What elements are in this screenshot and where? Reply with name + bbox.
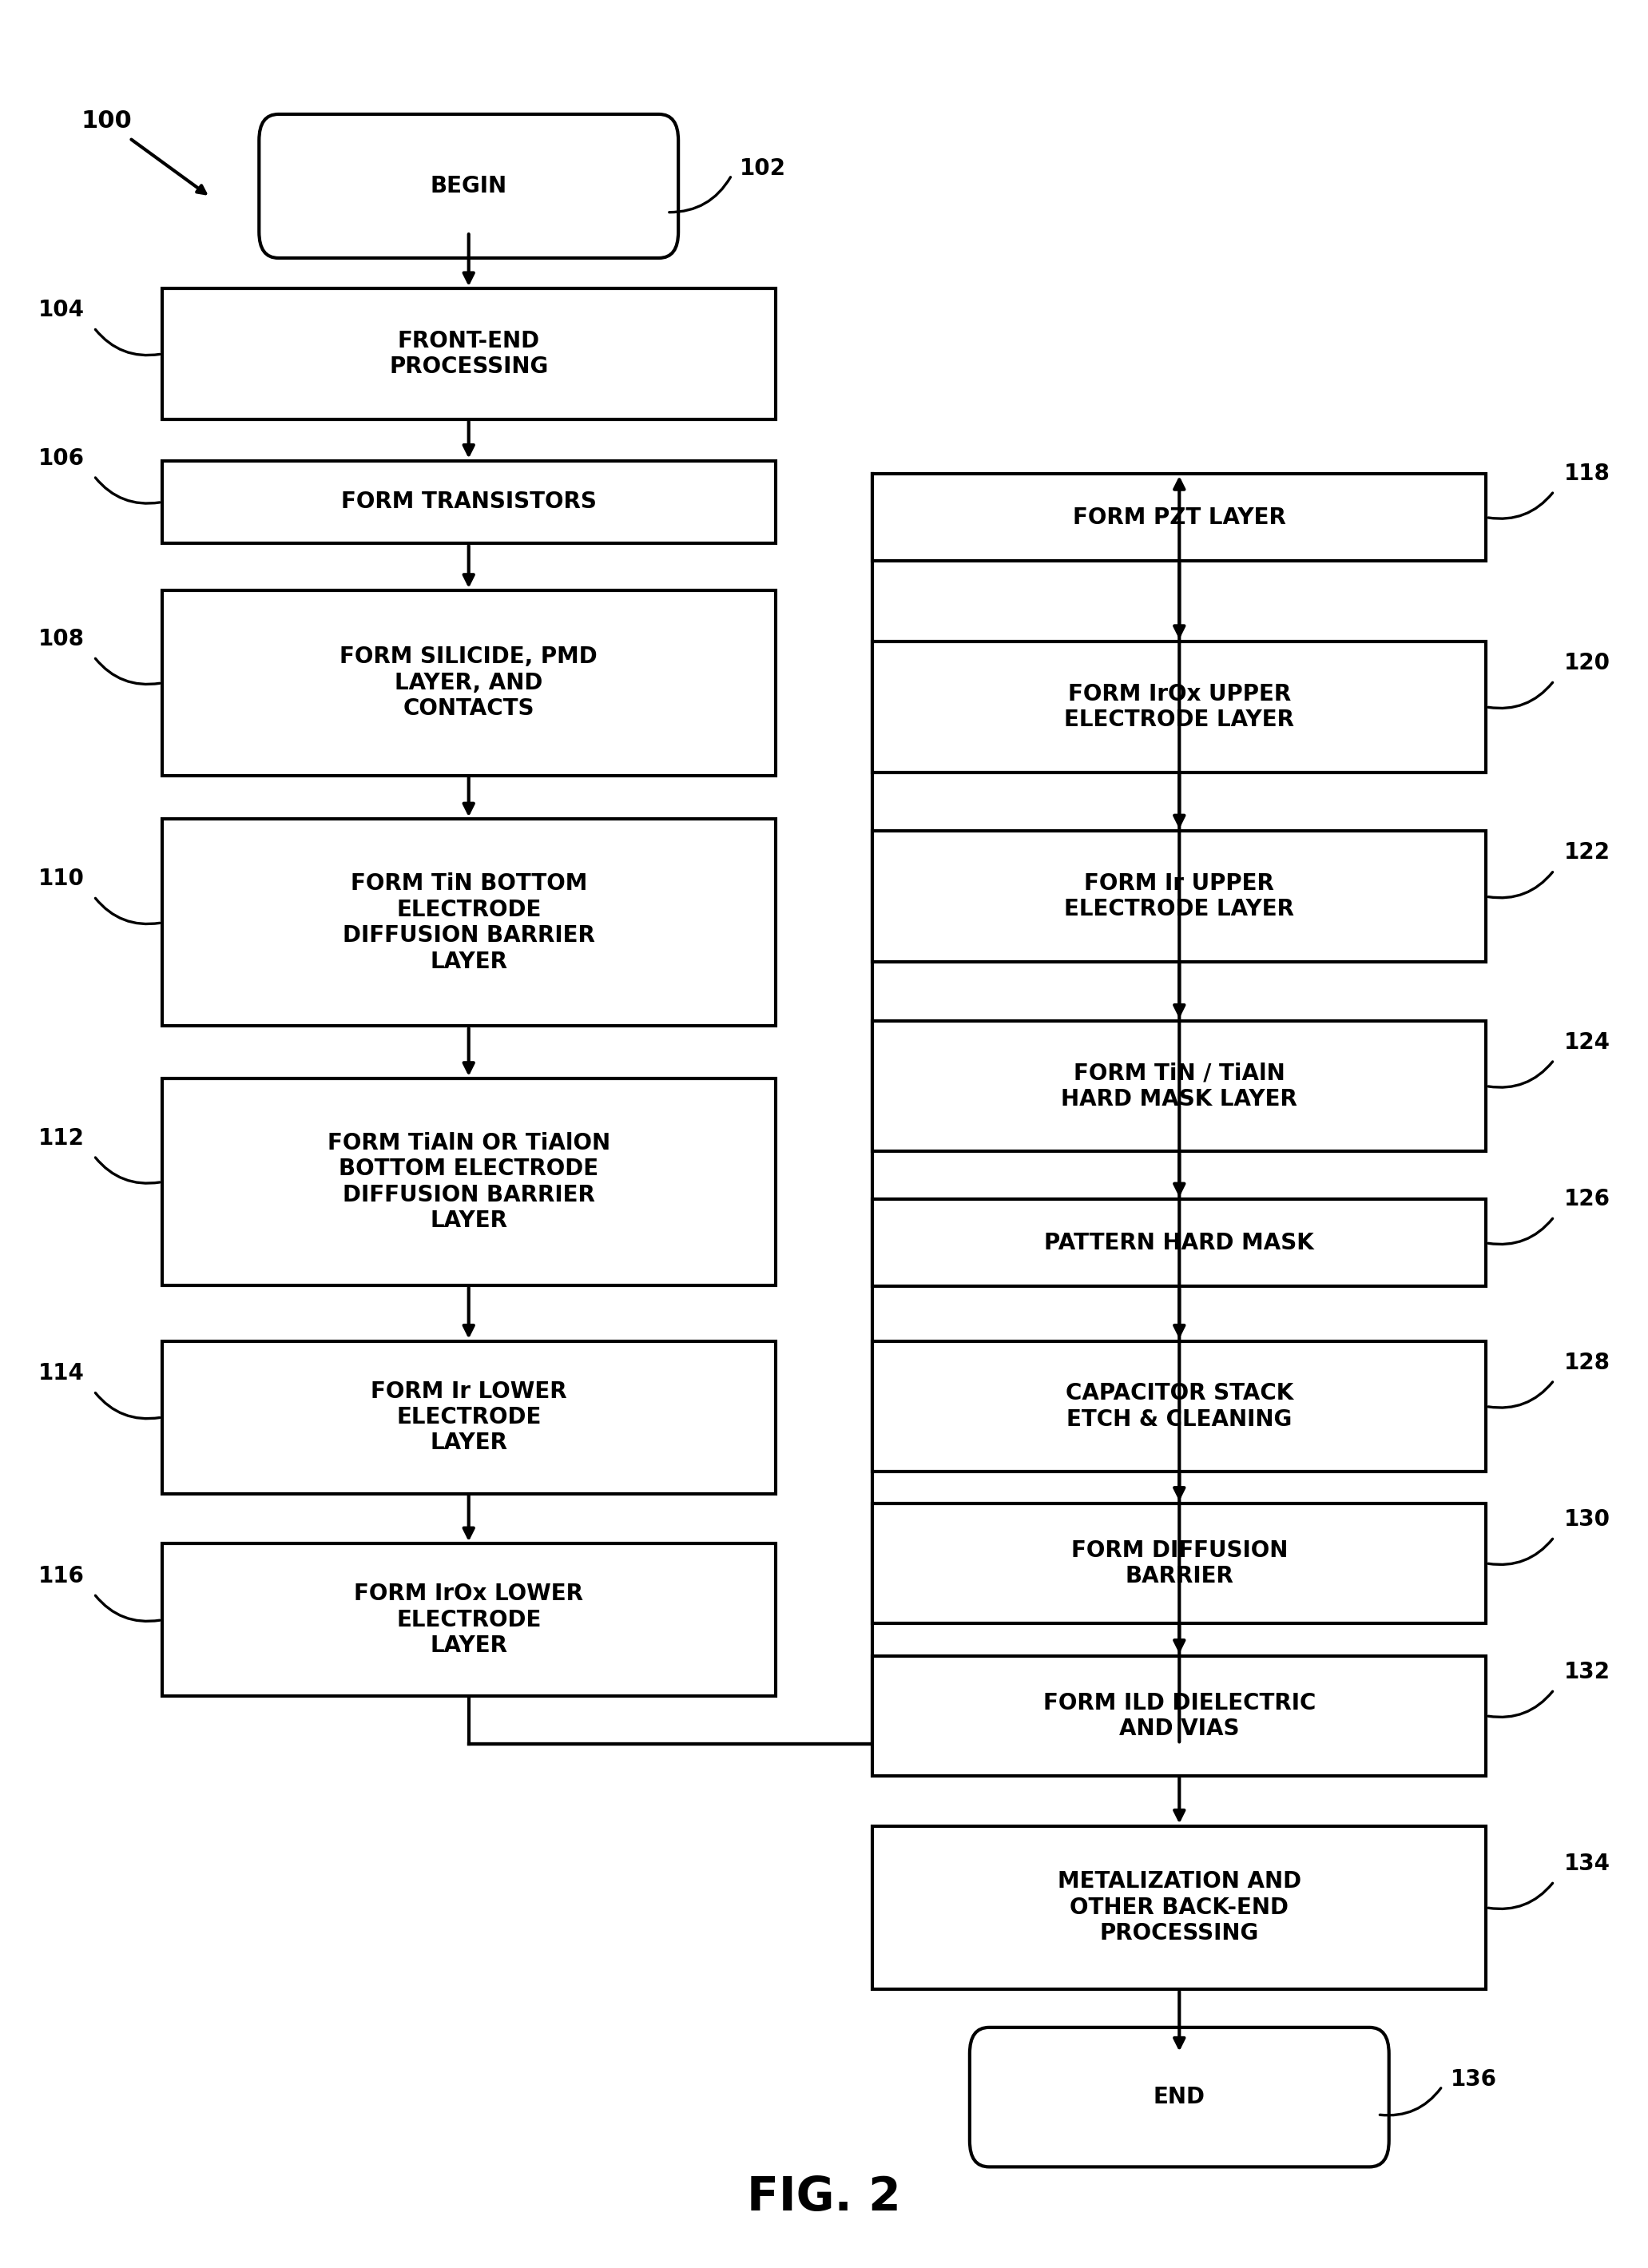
Text: FORM PZT LAYER: FORM PZT LAYER xyxy=(1073,506,1285,528)
Text: 126: 126 xyxy=(1564,1188,1610,1211)
Text: 110: 110 xyxy=(38,869,84,889)
Text: 104: 104 xyxy=(38,299,84,322)
Text: METALIZATION AND
OTHER BACK-END
PROCESSING: METALIZATION AND OTHER BACK-END PROCESSI… xyxy=(1058,1871,1302,1944)
Text: FORM TiN BOTTOM
ELECTRODE
DIFFUSION BARRIER
LAYER: FORM TiN BOTTOM ELECTRODE DIFFUSION BARR… xyxy=(343,873,595,973)
FancyBboxPatch shape xyxy=(872,1340,1486,1472)
FancyBboxPatch shape xyxy=(872,830,1486,962)
Text: FORM DIFFUSION
BARRIER: FORM DIFFUSION BARRIER xyxy=(1071,1540,1287,1588)
Text: FORM Ir UPPER
ELECTRODE LAYER: FORM Ir UPPER ELECTRODE LAYER xyxy=(1065,873,1294,921)
Text: 120: 120 xyxy=(1564,651,1610,674)
Text: 100: 100 xyxy=(81,109,132,132)
Text: END: END xyxy=(1154,2087,1205,2109)
Text: 130: 130 xyxy=(1564,1508,1610,1531)
Text: BEGIN: BEGIN xyxy=(430,175,508,197)
FancyBboxPatch shape xyxy=(162,288,776,420)
Text: FORM ILD DIELECTRIC
AND VIAS: FORM ILD DIELECTRIC AND VIAS xyxy=(1043,1692,1315,1740)
Text: FORM TiN / TiAlN
HARD MASK LAYER: FORM TiN / TiAlN HARD MASK LAYER xyxy=(1061,1061,1297,1111)
Text: 136: 136 xyxy=(1450,2068,1496,2091)
FancyBboxPatch shape xyxy=(162,1077,776,1286)
Text: 128: 128 xyxy=(1564,1352,1610,1374)
Text: FORM Ir LOWER
ELECTRODE
LAYER: FORM Ir LOWER ELECTRODE LAYER xyxy=(371,1381,567,1454)
Text: 122: 122 xyxy=(1564,841,1610,864)
Text: FORM IrOx UPPER
ELECTRODE LAYER: FORM IrOx UPPER ELECTRODE LAYER xyxy=(1065,683,1294,730)
Text: FORM TRANSISTORS: FORM TRANSISTORS xyxy=(341,490,597,513)
Text: CAPACITOR STACK
ETCH & CLEANING: CAPACITOR STACK ETCH & CLEANING xyxy=(1065,1381,1294,1431)
FancyBboxPatch shape xyxy=(259,113,679,259)
Text: FIG. 2: FIG. 2 xyxy=(747,2175,901,2220)
Text: 134: 134 xyxy=(1564,1853,1610,1876)
Text: FRONT-END
PROCESSING: FRONT-END PROCESSING xyxy=(389,329,549,379)
FancyBboxPatch shape xyxy=(162,819,776,1025)
FancyBboxPatch shape xyxy=(969,2028,1389,2166)
FancyBboxPatch shape xyxy=(162,1545,776,1696)
FancyBboxPatch shape xyxy=(872,1656,1486,1776)
FancyBboxPatch shape xyxy=(872,474,1486,560)
FancyBboxPatch shape xyxy=(872,1504,1486,1624)
FancyBboxPatch shape xyxy=(162,1340,776,1495)
FancyBboxPatch shape xyxy=(872,1200,1486,1286)
Text: 116: 116 xyxy=(38,1565,84,1588)
Text: FORM SILICIDE, PMD
LAYER, AND
CONTACTS: FORM SILICIDE, PMD LAYER, AND CONTACTS xyxy=(339,646,598,719)
FancyBboxPatch shape xyxy=(872,642,1486,773)
FancyBboxPatch shape xyxy=(162,590,776,776)
Text: FORM IrOx LOWER
ELECTRODE
LAYER: FORM IrOx LOWER ELECTRODE LAYER xyxy=(354,1583,583,1658)
Text: 124: 124 xyxy=(1564,1032,1610,1052)
Text: 102: 102 xyxy=(740,156,786,179)
Text: FORM TiAlN OR TiAlON
BOTTOM ELECTRODE
DIFFUSION BARRIER
LAYER: FORM TiAlN OR TiAlON BOTTOM ELECTRODE DI… xyxy=(328,1132,610,1232)
Text: 118: 118 xyxy=(1564,463,1610,485)
Text: 108: 108 xyxy=(38,628,84,651)
Text: PATTERN HARD MASK: PATTERN HARD MASK xyxy=(1045,1232,1313,1254)
Text: 114: 114 xyxy=(38,1363,84,1383)
Text: 106: 106 xyxy=(38,447,84,469)
FancyBboxPatch shape xyxy=(162,460,776,544)
Text: 132: 132 xyxy=(1564,1660,1610,1683)
FancyBboxPatch shape xyxy=(872,1826,1486,1989)
Text: 112: 112 xyxy=(38,1127,84,1150)
FancyBboxPatch shape xyxy=(872,1021,1486,1152)
